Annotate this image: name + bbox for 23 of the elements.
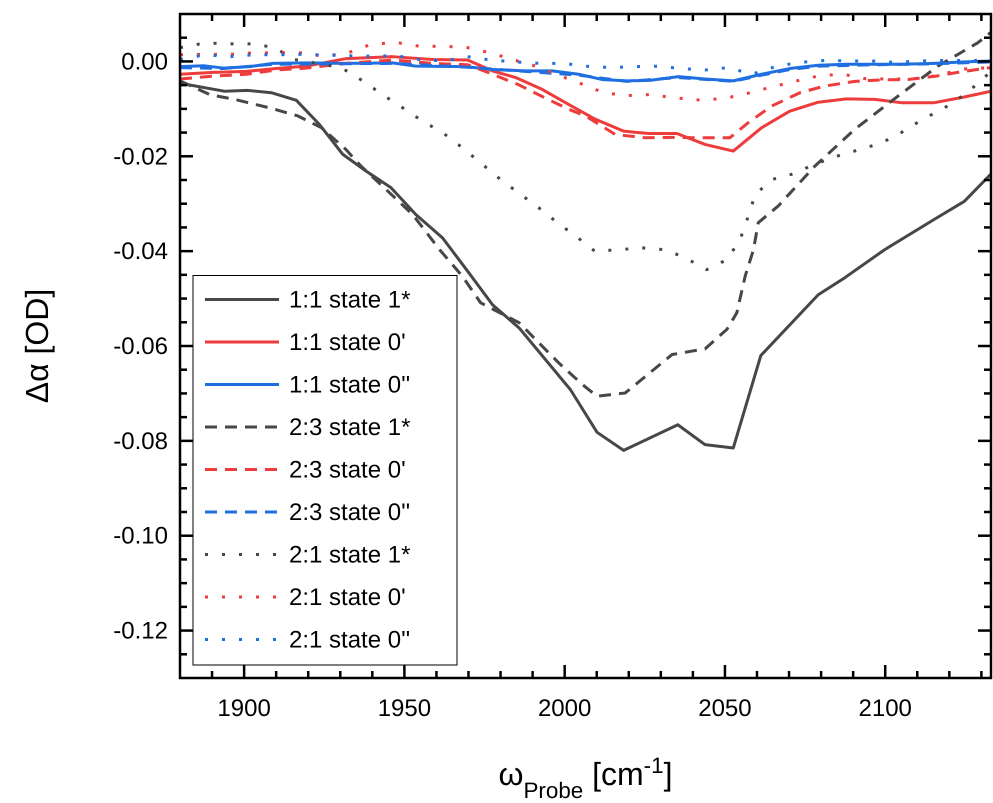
y-tick-label: -0.10 bbox=[113, 522, 168, 550]
legend-label: 2:3 state 0' bbox=[289, 456, 406, 484]
x-tick-label: 2100 bbox=[858, 695, 912, 722]
y-tick-label: -0.06 bbox=[113, 333, 168, 360]
legend-label: 2:3 state 1* bbox=[289, 414, 410, 441]
legend-label: 1:1 state 0'' bbox=[289, 372, 410, 398]
x-tick-label: 2050 bbox=[698, 695, 752, 722]
legend-label: 1:1 state 1* bbox=[289, 286, 410, 314]
y-tick-label: -0.08 bbox=[113, 428, 168, 455]
x-axis-title: ω$_{Probe}$ [cm$^{-1}$] bbox=[498, 752, 672, 802]
legend-label: 2:1 state 1* bbox=[289, 542, 410, 568]
legend-label: 1:1 state 0' bbox=[289, 329, 406, 356]
x-tick-label: 2000 bbox=[538, 695, 592, 722]
y-tick-label: -0.12 bbox=[113, 618, 168, 645]
x-tick-label: 1900 bbox=[217, 695, 271, 722]
x-tick-label: 1950 bbox=[378, 695, 432, 722]
y-tick-label: -0.02 bbox=[113, 143, 168, 170]
y-tick-label: 0.00 bbox=[121, 48, 168, 76]
legend-label: 2:3 state 0'' bbox=[289, 499, 410, 526]
y-axis-title: Δα [OD] bbox=[19, 288, 55, 404]
legend-label: 2:1 state 0' bbox=[289, 584, 406, 611]
y-tick-label: -0.04 bbox=[113, 238, 168, 266]
legend-label: 2:1 state 0'' bbox=[289, 626, 410, 654]
